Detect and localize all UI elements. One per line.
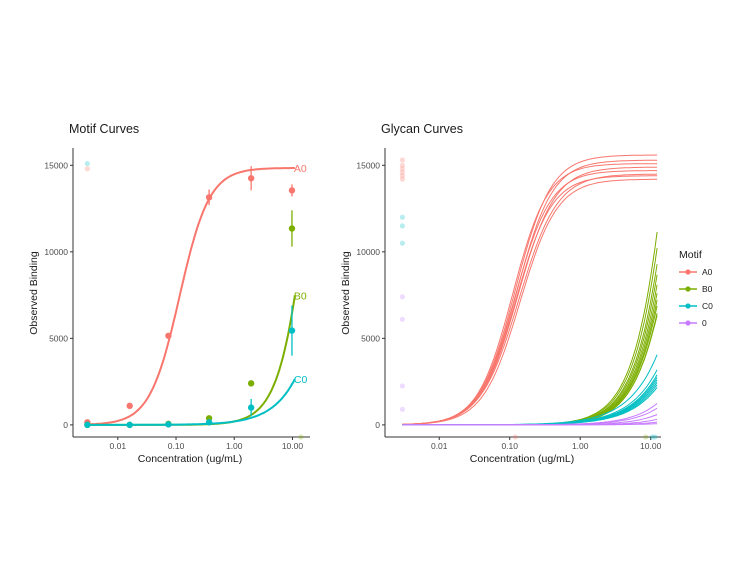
y-tick-label: 5000 — [49, 333, 68, 343]
faint-point — [399, 176, 405, 182]
legend-title: Motif — [679, 249, 702, 261]
faint-point — [399, 166, 405, 172]
legend-label: 0 — [702, 318, 707, 328]
glycan-curve-a0 — [402, 170, 658, 425]
data-point — [126, 402, 133, 410]
legend-key-point — [685, 320, 691, 326]
faint-point — [298, 434, 304, 440]
faint-point — [652, 434, 658, 440]
x-tick-label: 10.00 — [282, 441, 304, 451]
x-tick-label: 1.00 — [226, 441, 243, 451]
y-tick-label: 0 — [375, 420, 380, 430]
y-tick-label: 15000 — [44, 160, 68, 170]
faint-point — [399, 383, 405, 389]
glycan-curves-title: Glycan Curves — [381, 122, 463, 136]
data-point — [205, 194, 213, 201]
series-label-c0: C0 — [294, 374, 308, 386]
faint-point — [399, 173, 405, 179]
data-point — [165, 332, 172, 339]
faint-point — [643, 434, 649, 440]
series-label-b0: B0 — [294, 290, 307, 302]
glycan-x-axis-title: Concentration (ug/mL) — [470, 453, 574, 465]
x-tick-label: 0.01 — [110, 441, 127, 451]
legend: Motif A0 B0 C0 0 — [679, 249, 713, 328]
data-point — [288, 225, 296, 232]
glycan-curve-b0 — [402, 312, 658, 426]
faint-point — [399, 223, 405, 229]
glycan-curve-a0 — [402, 166, 658, 425]
glycan-y-axis-title: Observed Binding — [340, 251, 352, 335]
data-point — [288, 187, 296, 194]
data-point — [288, 327, 296, 334]
glycan-curve-a0 — [402, 159, 658, 425]
glycan-curve-b0 — [402, 293, 658, 426]
faint-point — [84, 160, 90, 167]
data-point — [84, 421, 91, 429]
x-tick-label: 0.10 — [501, 441, 518, 451]
glycan-curve-a0 — [402, 154, 658, 425]
data-point — [247, 404, 255, 411]
fit-curve-c0 — [87, 378, 296, 426]
y-tick-label: 0 — [63, 420, 68, 430]
y-tick-label: 15000 — [356, 160, 380, 170]
glycan-curve-c0 — [402, 384, 658, 426]
faint-point — [399, 157, 405, 163]
series-label-a0: A0 — [294, 163, 307, 175]
glycan-curve-zero — [402, 423, 658, 426]
data-point — [247, 380, 255, 387]
faint-point — [512, 434, 518, 440]
legend-key-point — [685, 286, 691, 292]
faint-point — [84, 166, 90, 172]
legend-label: C0 — [702, 301, 713, 311]
faint-point — [399, 162, 405, 168]
fit-curve-b0 — [87, 295, 296, 426]
legend-label: B0 — [702, 284, 713, 294]
faint-point — [399, 214, 405, 220]
glycan-curve-b0 — [402, 315, 658, 426]
y-tick-label: 10000 — [356, 247, 380, 257]
x-tick-label: 0.10 — [168, 441, 185, 451]
faint-point — [399, 240, 405, 246]
glycan-curve-a0 — [402, 173, 658, 425]
glycan-curve-a0 — [402, 163, 658, 425]
y-tick-label: 5000 — [361, 333, 380, 343]
motif-curves-title: Motif Curves — [69, 122, 139, 136]
faint-point — [399, 294, 405, 300]
faint-point — [399, 406, 405, 412]
legend-key-point — [685, 303, 691, 309]
motif-y-axis-title: Observed Binding — [28, 251, 40, 335]
x-tick-label: 1.00 — [572, 441, 589, 451]
glycan-curve-a0 — [402, 175, 658, 425]
x-tick-label: 0.01 — [431, 441, 448, 451]
data-point — [126, 421, 133, 429]
legend-label: A0 — [702, 267, 713, 277]
motif-curves-plot: 0.01 0.10 1.00 10.00 0 5000 10000 15000 A0 B0 C0 — [44, 148, 310, 451]
data-point — [247, 175, 255, 182]
glycan-curves-plot: 0.01 0.10 1.00 10.00 0 5000 10000 15000 — [356, 148, 662, 451]
data-point — [205, 419, 213, 426]
faint-point — [649, 434, 655, 440]
motif-x-axis-title: Concentration (ug/mL) — [138, 453, 242, 465]
faint-point — [399, 169, 405, 175]
legend-key-point — [685, 269, 691, 275]
x-tick-label: 10.00 — [640, 441, 662, 451]
glycan-curve-a0 — [402, 178, 658, 425]
y-tick-label: 10000 — [44, 247, 68, 257]
faint-point — [399, 316, 405, 322]
data-point — [165, 421, 172, 428]
fit-curve-a0 — [87, 167, 295, 426]
